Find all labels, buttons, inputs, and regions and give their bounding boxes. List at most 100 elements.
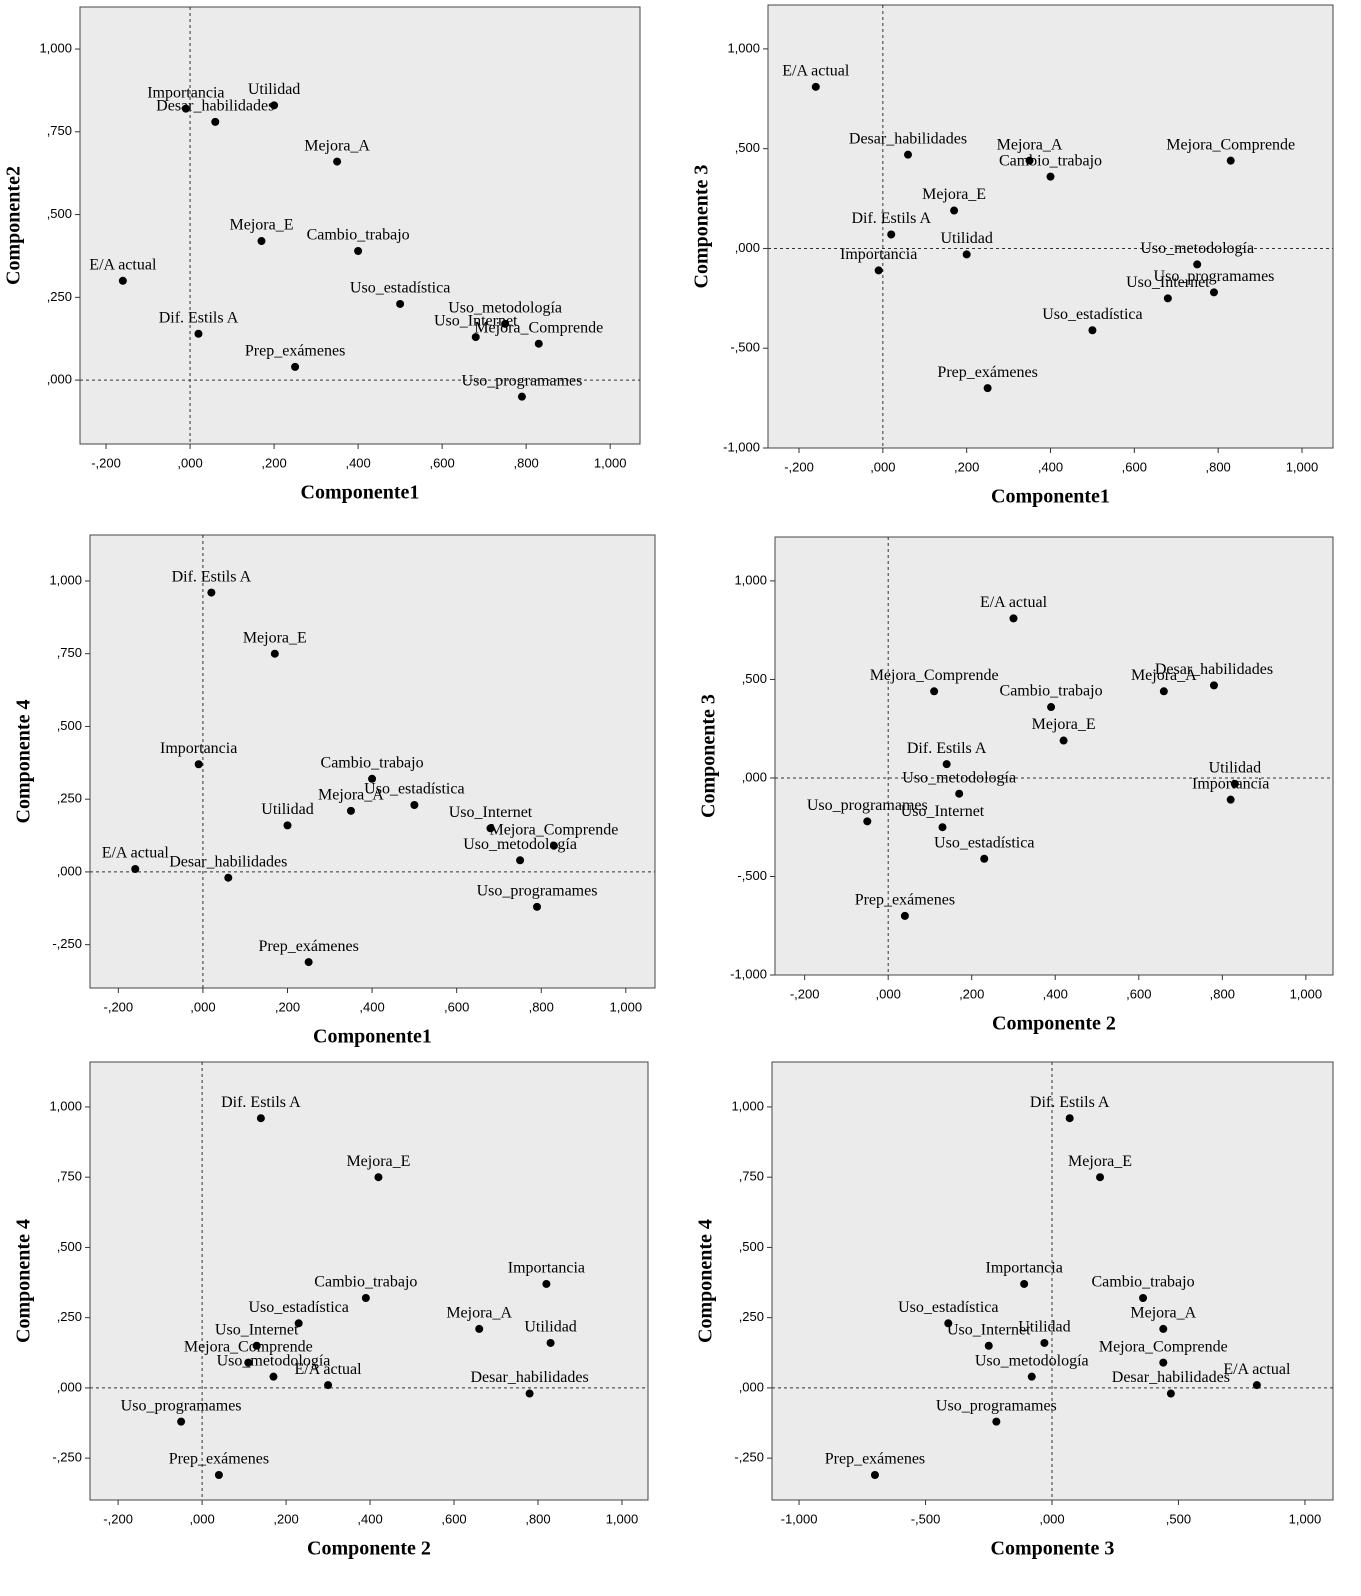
point-label: Uso_Internet: [449, 804, 533, 821]
point: [374, 1173, 383, 1182]
point: [1159, 1358, 1168, 1367]
point-label: Mejora_E: [229, 217, 293, 234]
point: [252, 1341, 261, 1350]
x-tick-label: ,000: [190, 999, 215, 1014]
y-tick-label: ,750: [47, 123, 72, 138]
plot-area: [771, 1061, 1334, 1501]
y-tick-label: -1,000: [723, 439, 760, 454]
x-tick-label: ,400: [359, 999, 384, 1014]
point-label: Importancia: [840, 246, 917, 263]
point: [1040, 1338, 1049, 1347]
y-tick-label: ,750: [57, 1169, 82, 1184]
point: [1025, 156, 1034, 165]
x-tick-label: ,400: [1038, 459, 1063, 474]
x-tick-label: ,400: [357, 1511, 382, 1526]
point-label: Prep_exámenes: [245, 343, 345, 360]
point-label: Desar_habilidades: [1155, 661, 1273, 678]
point: [294, 1319, 303, 1328]
point-label: Uso_metodología: [902, 769, 1016, 786]
point: [516, 856, 525, 865]
plot-area: [89, 1061, 649, 1501]
y-tick-label: ,000: [57, 1379, 82, 1394]
point: [984, 1341, 993, 1350]
x-tick-label: ,200: [954, 459, 979, 474]
point-label: Cambio_trabajo: [314, 1274, 417, 1291]
point-label: Dif. Estils A: [159, 309, 239, 326]
point: [938, 823, 947, 832]
point: [256, 1114, 265, 1123]
point-label: Mejora_A: [318, 786, 384, 803]
point-label: Mejora_Comprende: [870, 667, 999, 684]
x-tick-label: -,200: [104, 999, 134, 1014]
point: [549, 841, 558, 850]
point: [811, 82, 820, 91]
x-tick-label: ,800: [525, 1511, 550, 1526]
point-label: Uso_programames: [477, 882, 598, 899]
point: [1252, 1381, 1261, 1390]
point-label: Dif. Estils A: [221, 1094, 301, 1111]
point-label: Uso_Internet: [1126, 274, 1210, 291]
plot-area: [79, 6, 641, 445]
point-label: Uso_Internet: [215, 1321, 299, 1338]
y-tick-label: -,500: [737, 868, 767, 883]
point: [1209, 288, 1218, 297]
point-label: Utilidad: [940, 230, 992, 247]
point-label: Utilidad: [248, 81, 300, 98]
point: [333, 157, 342, 166]
point: [324, 1381, 333, 1390]
x-tick-label: 1,000: [606, 1511, 639, 1526]
point: [368, 774, 377, 783]
point: [1096, 1173, 1105, 1182]
point-label: Mejora_Comprende: [1166, 136, 1295, 153]
point: [955, 789, 964, 798]
x-tick-label: ,000: [870, 459, 895, 474]
point: [410, 800, 419, 809]
y-tick-label: ,000: [739, 1379, 764, 1394]
point-label: E/A actual: [782, 62, 850, 79]
y-axis-title: Componente 4: [13, 1219, 35, 1343]
point-label: Uso_metodología: [1140, 240, 1254, 257]
point-label: Prep_exámenes: [258, 938, 358, 955]
point: [361, 1293, 370, 1302]
point: [534, 339, 543, 348]
point-label: Utilidad: [1018, 1319, 1070, 1336]
y-tick-label: -1,000: [730, 966, 767, 981]
point: [1059, 736, 1068, 745]
y-axis-title: Componente 4: [13, 700, 35, 824]
x-tick-label: ,400: [1043, 986, 1068, 1001]
point-label: E/A actual: [1223, 1361, 1291, 1378]
point-label: Mejora_E: [346, 1153, 410, 1170]
point-label: Utilidad: [524, 1319, 576, 1336]
point-label: Cambio_trabajo: [321, 754, 424, 771]
point-label: Mejora_Comprende: [184, 1338, 313, 1355]
point-label: Dif. Estils A: [1030, 1094, 1110, 1111]
x-axis-title: Componente1: [301, 482, 420, 504]
point: [257, 237, 266, 246]
point-label: Uso_estadística: [364, 781, 464, 798]
point-label: Importancia: [160, 740, 237, 757]
x-tick-label: ,200: [261, 455, 286, 470]
point: [177, 1417, 186, 1426]
point-label: Dif. Estils A: [172, 568, 252, 585]
point-label: Uso_programames: [807, 797, 928, 814]
point: [542, 1279, 551, 1288]
point-label: Uso_metodología: [463, 836, 577, 853]
y-tick-label: ,500: [47, 206, 72, 221]
point: [942, 760, 951, 769]
y-axis-title: Componente 3: [698, 694, 720, 818]
plot-area: [767, 4, 1334, 449]
point: [980, 854, 989, 863]
x-tick-label: ,600: [444, 999, 469, 1014]
y-axis-title: Componente 3: [691, 165, 713, 289]
plot-area: [89, 534, 656, 989]
point: [354, 246, 363, 255]
point: [1046, 172, 1055, 181]
y-tick-label: ,250: [57, 791, 82, 806]
point-label: Cambio_trabajo: [1092, 1274, 1195, 1291]
point-label: Cambio_trabajo: [999, 152, 1102, 169]
point: [1193, 260, 1202, 269]
point-label: Cambio_trabajo: [1000, 683, 1103, 700]
y-tick-label: ,750: [57, 645, 82, 660]
point: [131, 865, 140, 874]
